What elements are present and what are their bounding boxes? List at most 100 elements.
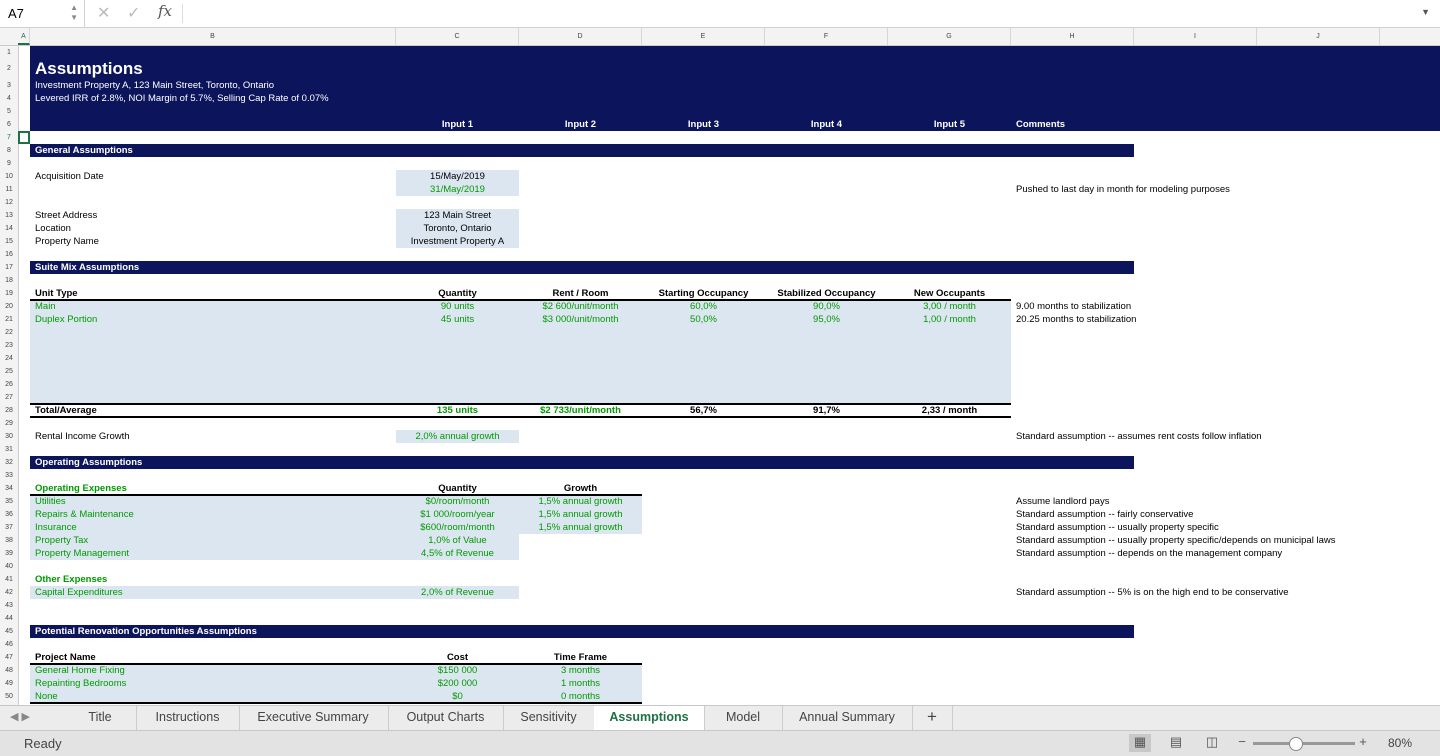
sheet-tab-output-charts[interactable]: Output Charts (388, 706, 504, 730)
cell-d35[interactable]: 1,5% annual growth (538, 496, 623, 507)
cell-h38[interactable]: Standard assumption -- usually property … (1016, 535, 1336, 546)
cell-c48[interactable]: $150 000 (437, 665, 478, 676)
row-header[interactable]: 27 (5, 394, 13, 401)
sheet-tab-executive-summary[interactable]: Executive Summary (238, 706, 389, 730)
row-header[interactable]: 4 (7, 95, 11, 102)
cell-f20[interactable]: 90,0% (813, 301, 840, 312)
cell-c13[interactable]: 123 Main Street (423, 210, 492, 221)
row-header[interactable]: 46 (5, 641, 13, 648)
zoom-slider[interactable] (1253, 742, 1355, 745)
cell-g6[interactable]: Input 5 (933, 119, 966, 130)
row-header[interactable]: 30 (5, 433, 13, 440)
cell-d28[interactable]: $2 733/unit/month (540, 405, 621, 416)
row-header[interactable]: 37 (5, 524, 13, 531)
cell-b48[interactable]: General Home Fixing (35, 665, 125, 676)
cell-h21[interactable]: 20.25 months to stabilization (1016, 314, 1137, 325)
cell-c28[interactable]: 135 units (436, 405, 479, 416)
cell-c49[interactable]: $200 000 (437, 678, 478, 689)
cell-c36[interactable]: $1 000/room/year (420, 509, 495, 520)
row-header[interactable]: 45 (5, 628, 13, 635)
row-header[interactable]: 41 (5, 576, 13, 583)
selected-cell[interactable] (18, 131, 30, 144)
cell-b17[interactable]: Suite Mix Assumptions (35, 262, 140, 273)
row-header[interactable]: 11 (5, 186, 13, 193)
sheet-grid[interactable]: Assumptions Investment Property A, 123 Ma… (18, 46, 1440, 705)
cell-b45[interactable]: Potential Renovation Opportunities Assum… (35, 626, 257, 637)
cell-c30[interactable]: 2,0% annual growth (415, 431, 500, 442)
row-header[interactable]: 7 (7, 134, 11, 141)
cell-d34[interactable]: Growth (563, 483, 598, 494)
cell-c47[interactable]: Cost (446, 652, 469, 663)
sheet-tab-sensitivity[interactable]: Sensitivity (503, 706, 595, 730)
cell-c37[interactable]: $600/room/month (420, 522, 495, 533)
formula-input[interactable] (182, 4, 1413, 23)
cell-c50[interactable]: $0 (452, 691, 463, 702)
cell-c21[interactable]: 45 units (440, 314, 475, 325)
cell-d37[interactable]: 1,5% annual growth (538, 522, 623, 533)
function-icon[interactable]: fx (158, 2, 173, 20)
row-header[interactable]: 28 (5, 407, 13, 414)
row-header[interactable]: 21 (5, 316, 13, 323)
row-header[interactable]: 3 (7, 82, 11, 89)
enter-icon[interactable]: ✓ (127, 5, 141, 22)
cell-c38[interactable]: 1,0% of Value (428, 535, 487, 546)
cell-e21[interactable]: 50,0% (690, 314, 717, 325)
cell-h6[interactable]: Comments (1016, 119, 1066, 130)
column-header-b[interactable]: B (30, 28, 396, 45)
cell-b50[interactable]: None (35, 691, 58, 702)
sheet-tab-annual-summary[interactable]: Annual Summary (782, 706, 913, 730)
row-header[interactable]: 10 (5, 173, 13, 180)
row-header[interactable]: 43 (5, 602, 13, 609)
sheet-tab-instructions[interactable]: Instructions (136, 706, 240, 730)
sheet-tab-title[interactable]: Title (64, 706, 137, 730)
sheet-tab-assumptions[interactable]: Assumptions (594, 706, 705, 732)
column-header-a[interactable]: A (18, 28, 30, 45)
cell-b3[interactable]: Investment Property A, 123 Main Street, … (35, 80, 275, 91)
cell-b28[interactable]: Total/Average (35, 405, 97, 416)
cell-c20[interactable]: 90 units (440, 301, 475, 312)
cell-g20[interactable]: 3,00 / month (923, 301, 976, 312)
cell-h37[interactable]: Standard assumption -- usually property … (1016, 522, 1219, 533)
row-header[interactable]: 1 (7, 49, 11, 56)
row-header[interactable]: 36 (5, 511, 13, 518)
cell-h39[interactable]: Standard assumption -- depends on the ma… (1016, 548, 1283, 559)
column-header-i[interactable]: I (1134, 28, 1257, 45)
cell-g28[interactable]: 2,33 / month (921, 405, 978, 416)
cell-f19[interactable]: Stabilized Occupancy (777, 288, 876, 299)
page-layout-view-icon[interactable]: ▤ (1169, 734, 1183, 749)
cell-c15[interactable]: Investment Property A (410, 236, 505, 247)
column-header-e[interactable]: E (642, 28, 765, 45)
page-break-view-icon[interactable]: ◫ (1205, 734, 1219, 749)
cell-b20[interactable]: Main (35, 301, 56, 312)
cell-b35[interactable]: Utilities (35, 496, 66, 507)
cell-d19[interactable]: Rent / Room (552, 288, 609, 299)
cell-g21[interactable]: 1,00 / month (923, 314, 976, 325)
row-header[interactable]: 16 (5, 251, 13, 258)
cell-b36[interactable]: Repairs & Maintenance (35, 509, 134, 520)
cell-h42[interactable]: Standard assumption -- 5% is on the high… (1016, 587, 1289, 598)
cell-b14[interactable]: Location (35, 223, 71, 234)
cell-h35[interactable]: Assume landlord pays (1016, 496, 1110, 507)
cell-h20[interactable]: 9.00 months to stabilization (1016, 301, 1132, 312)
row-header[interactable]: 5 (7, 108, 11, 115)
row-header[interactable]: 32 (5, 459, 13, 466)
cell-d50[interactable]: 0 months (560, 691, 601, 702)
row-header[interactable]: 38 (5, 537, 13, 544)
row-header[interactable]: 24 (5, 355, 13, 362)
cell-b21[interactable]: Duplex Portion (35, 314, 98, 325)
cell-b15[interactable]: Property Name (35, 236, 99, 247)
cell-c10[interactable]: 15/May/2019 (430, 171, 485, 182)
cell-b38[interactable]: Property Tax (35, 535, 89, 546)
row-header[interactable]: 17 (5, 264, 13, 271)
row-header[interactable]: 14 (5, 225, 13, 232)
cell-d49[interactable]: 1 months (560, 678, 601, 689)
cell-h30[interactable]: Standard assumption -- assumes rent cost… (1016, 431, 1262, 442)
row-header[interactable]: 44 (5, 615, 13, 622)
cell-f21[interactable]: 95,0% (813, 314, 840, 325)
cell-g19[interactable]: New Occupants (913, 288, 986, 299)
cell-d21[interactable]: $3 000/unit/month (542, 314, 619, 325)
zoom-in-icon[interactable]: + (1359, 734, 1367, 749)
row-header[interactable]: 22 (5, 329, 13, 336)
row-header[interactable]: 31 (5, 446, 13, 453)
cell-c42[interactable]: 2,0% of Revenue (421, 587, 494, 598)
